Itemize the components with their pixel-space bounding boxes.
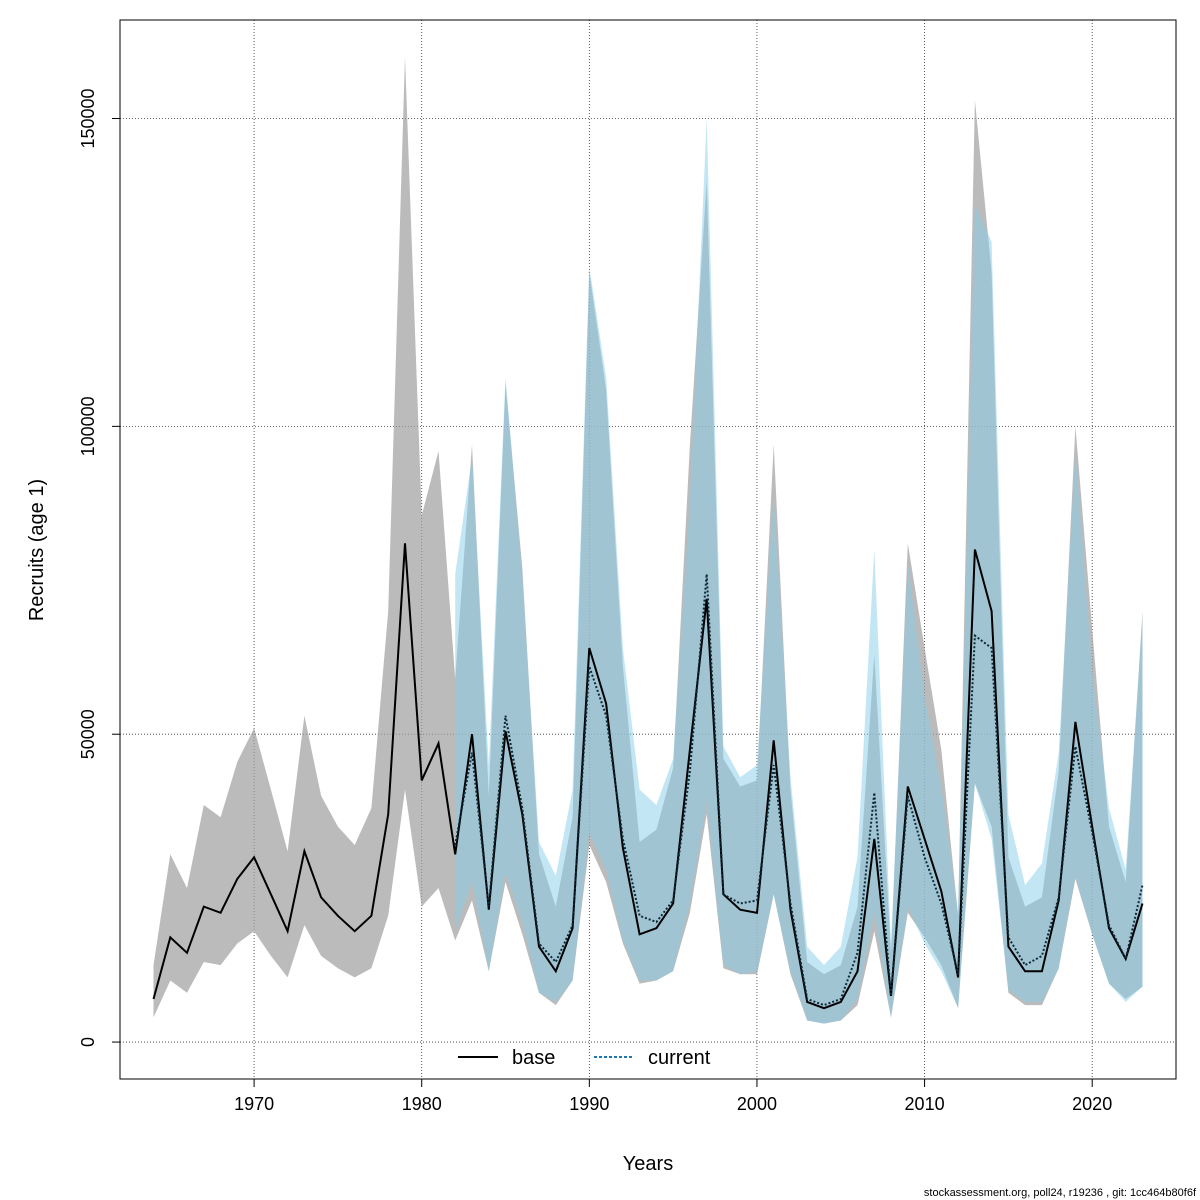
legend-current-label: current [648,1047,711,1069]
band-base [153,56,1143,1024]
y-tick-label-50000: 50000 [78,709,98,759]
line-base [152,543,1144,1010]
line-current [454,574,1144,1007]
legend: base current [458,1047,711,1069]
y-tick-label-100000: 100000 [78,396,98,456]
y-tick-label-150000: 150000 [78,88,98,148]
x-axis-title: Years [623,1153,673,1175]
y-tick-label-0: 0 [78,1037,98,1047]
band-current [455,118,1143,1024]
x-tick-label-2000: 2000 [737,1094,777,1114]
x-axis: 1970 1980 1990 2000 2010 2020 [234,1078,1112,1114]
confidence-bands [153,56,1143,1024]
x-tick-label-2020: 2020 [1072,1094,1112,1114]
x-tick-label-1980: 1980 [402,1094,442,1114]
x-tick-label-2010: 2010 [905,1094,945,1114]
y-axis-title: Recruits (age 1) [26,479,48,621]
footer-note: stockassessment.org, poll24, r19236 , gi… [924,1187,1197,1199]
legend-base-label: base [512,1047,555,1069]
x-tick-label-1970: 1970 [234,1094,274,1114]
y-axis: 0 50000 100000 150000 [78,88,121,1047]
x-tick-label-1990: 1990 [569,1094,609,1114]
series-lines [152,543,1144,1010]
